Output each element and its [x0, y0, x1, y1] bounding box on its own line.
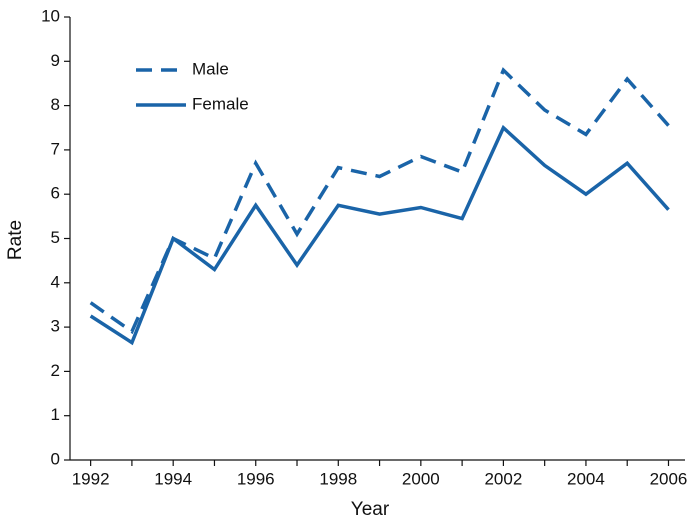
y-tick-label: 0 — [51, 449, 60, 468]
x-tick-label: 1992 — [72, 469, 110, 488]
y-axis-label: Rate — [5, 220, 26, 260]
y-tick-label: 10 — [41, 6, 60, 25]
y-tick-label: 9 — [51, 51, 60, 70]
x-tick-label: 1998 — [319, 469, 357, 488]
x-tick-label: 1994 — [154, 469, 192, 488]
y-tick-label: 7 — [51, 139, 60, 158]
x-tick-label: 2004 — [567, 469, 605, 488]
x-tick-label: 2002 — [484, 469, 522, 488]
legend-label: Female — [192, 94, 249, 113]
x-tick-label: 2000 — [402, 469, 440, 488]
y-tick-label: 6 — [51, 184, 60, 203]
legend-label: Male — [192, 59, 229, 78]
series-line — [89, 124, 670, 346]
x-tick-label: 2006 — [650, 469, 688, 488]
series-line — [89, 67, 670, 335]
x-tick-label: 1996 — [237, 469, 275, 488]
y-tick-label: 2 — [51, 361, 60, 380]
y-tick-label: 1 — [51, 405, 60, 424]
y-tick-label: 3 — [51, 317, 60, 336]
x-axis-label: Year — [351, 499, 390, 520]
y-tick-label: 4 — [51, 272, 60, 291]
y-tick-label: 5 — [51, 228, 60, 247]
y-tick-label: 8 — [51, 95, 60, 114]
